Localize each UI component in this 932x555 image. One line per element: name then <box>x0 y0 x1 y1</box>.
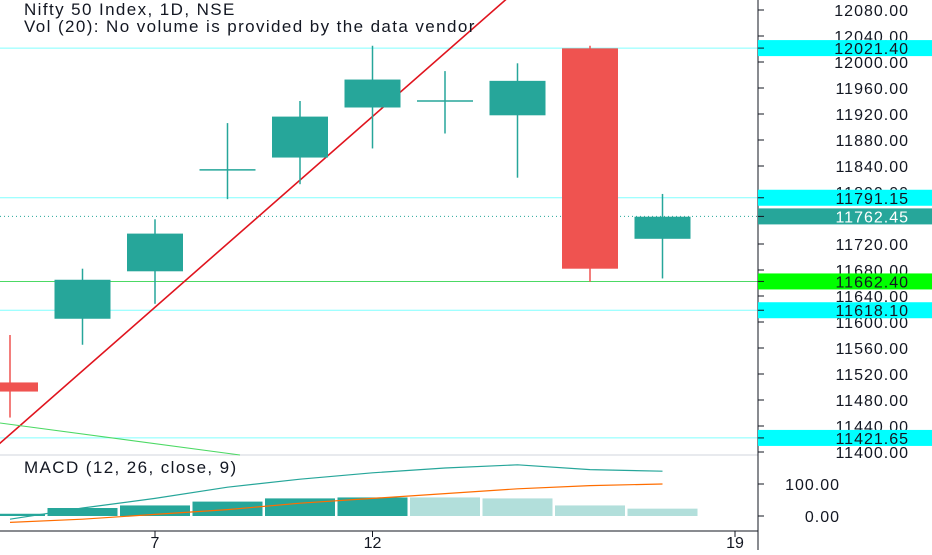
macd-histogram-bar <box>482 498 553 516</box>
candle <box>634 193 691 279</box>
candle-body <box>272 116 328 158</box>
candle <box>417 71 473 134</box>
trend-line <box>0 0 507 445</box>
candle <box>562 45 618 282</box>
price-label-box <box>758 189 932 206</box>
y-tick-label: 12000.00 <box>834 55 909 72</box>
candle-body <box>0 382 38 392</box>
macd-histogram-bar <box>410 497 480 516</box>
macd-histogram-bar <box>265 498 335 516</box>
y-tick-label: 12080.00 <box>834 3 909 20</box>
candle <box>199 123 256 200</box>
y-tick-label: 11600.00 <box>835 315 909 332</box>
price-label-text: 11791.15 <box>835 191 909 208</box>
x-tick-label: 19 <box>726 535 744 550</box>
price-label-text: 12021.40 <box>834 41 909 58</box>
y-tick-label: 11520.00 <box>835 367 909 384</box>
price-label-text: 11421.65 <box>835 431 909 448</box>
macd-histogram-bar <box>555 505 625 516</box>
candle-body <box>489 80 546 116</box>
candle-body <box>54 279 111 319</box>
y-tick-label: 11640.00 <box>835 289 909 306</box>
y-tick-label: 11720.00 <box>835 237 909 254</box>
candle-body <box>634 216 691 239</box>
candle <box>0 335 38 418</box>
macd-histogram-bar <box>120 505 190 516</box>
macd-histogram-bar <box>47 508 118 516</box>
macd-histogram-bar <box>192 501 263 516</box>
candle-body <box>127 233 183 272</box>
price-label-box <box>758 40 932 57</box>
x-tick-label: 7 <box>151 535 160 550</box>
moving-average-line <box>0 422 241 456</box>
macd-histogram-bar <box>0 513 45 516</box>
candle <box>54 268 111 345</box>
price-label-box <box>758 429 932 446</box>
macd-histogram-bar <box>627 508 698 516</box>
price-label-box <box>758 208 932 225</box>
y-tick-label: 11400.00 <box>835 445 909 462</box>
macd-legend: MACD (12, 26, close, 9) <box>24 458 238 477</box>
candle <box>489 63 546 178</box>
price-label-text: 11618.10 <box>835 303 909 320</box>
candle <box>272 101 328 185</box>
y-tick-label: 11880.00 <box>835 133 909 150</box>
y-tick-label: 11840.00 <box>835 159 909 176</box>
candle-body <box>344 79 401 108</box>
macd-y-tick-label: 100.00 <box>785 477 840 494</box>
signal-line <box>9 483 663 523</box>
y-tick-label: 11480.00 <box>835 393 909 410</box>
y-tick-label: 11960.00 <box>835 81 909 98</box>
candle <box>344 45 401 149</box>
chart-title: Nifty 50 Index, 1D, NSE <box>24 0 236 19</box>
volume-legend: Vol (20): No volume is provided by the d… <box>24 17 476 36</box>
price-label-box <box>758 273 932 290</box>
price-label-text: 11762.45 <box>835 209 909 226</box>
candle <box>127 219 183 304</box>
macd-line <box>9 464 663 520</box>
price-label-text: 11662.40 <box>835 274 909 291</box>
candle-body <box>562 48 618 269</box>
x-tick-label: 12 <box>364 535 382 550</box>
y-tick-label: 11920.00 <box>835 107 909 124</box>
y-tick-label: 11560.00 <box>835 341 909 358</box>
price-label-box <box>758 302 932 319</box>
macd-y-tick-label: 0.00 <box>805 509 840 526</box>
macd-histogram-bar <box>337 497 408 516</box>
